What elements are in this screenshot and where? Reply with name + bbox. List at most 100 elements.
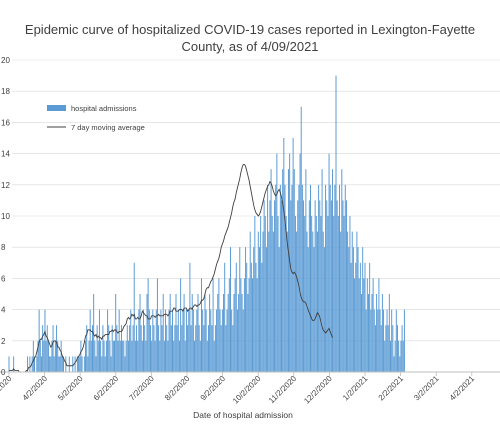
bar-day-121 xyxy=(148,309,150,372)
bar-day-329 xyxy=(390,340,392,372)
bar-day-172 xyxy=(207,325,209,372)
y-tick-label-2: 2 xyxy=(1,337,6,346)
bar-day-248 xyxy=(296,231,298,372)
bar-day-288 xyxy=(342,200,344,372)
bar-day-184 xyxy=(221,309,223,372)
bar-day-74 xyxy=(94,340,96,372)
bar-day-107 xyxy=(132,325,134,372)
bar-day-296 xyxy=(351,231,353,372)
bar-day-194 xyxy=(233,294,235,372)
bar-day-36 xyxy=(50,356,52,372)
bar-day-336 xyxy=(398,340,400,372)
bar-day-201 xyxy=(241,294,243,372)
bar-day-72 xyxy=(91,325,93,372)
bar-day-314 xyxy=(372,278,374,372)
bar-day-47 xyxy=(63,356,64,372)
bar-day-174 xyxy=(210,309,212,372)
bar-day-128 xyxy=(156,278,158,372)
bar-day-244 xyxy=(291,184,293,372)
bar-day-156 xyxy=(189,262,191,372)
y-axis-ticks: 0 2 4 6 8 10 12 14 16 18 20 xyxy=(1,56,10,377)
bar-day-312 xyxy=(370,309,372,372)
bar-day-108 xyxy=(133,262,135,372)
bar-day-27 xyxy=(39,340,41,372)
bar-day-39 xyxy=(53,356,55,372)
bar-day-266 xyxy=(316,231,318,372)
bar-day-43 xyxy=(58,356,60,372)
bar-day-208 xyxy=(249,231,251,372)
bar-day-99 xyxy=(123,340,125,372)
bar-day-205 xyxy=(246,262,248,372)
bar-day-219 xyxy=(262,231,264,372)
bar-day-207 xyxy=(248,278,250,372)
bar-day-82 xyxy=(103,340,105,372)
bar-day-154 xyxy=(187,325,189,372)
bar-day-304 xyxy=(361,294,363,372)
bar-day-142 xyxy=(173,340,175,372)
bar-day-282 xyxy=(335,75,337,372)
bar-day-125 xyxy=(153,325,155,372)
bar-day-123 xyxy=(151,340,153,372)
bar-day-277 xyxy=(329,184,331,372)
bar-day-299 xyxy=(355,262,357,372)
bar-day-92 xyxy=(115,294,117,372)
bar-day-338 xyxy=(400,340,402,372)
bar-day-210 xyxy=(252,278,254,372)
bar-day-145 xyxy=(176,325,178,372)
bar-day-223 xyxy=(267,184,269,372)
bar-day-136 xyxy=(166,325,168,372)
legend: hospital admissions 7 day moving average xyxy=(47,104,145,132)
bar-day-168 xyxy=(203,325,205,372)
bar-day-241 xyxy=(287,169,289,372)
bar-day-151 xyxy=(183,294,185,372)
bar-day-220 xyxy=(263,200,265,372)
bar-day-233 xyxy=(278,247,280,372)
bar-day-215 xyxy=(257,231,259,372)
bar-day-144 xyxy=(175,294,177,372)
bar-day-158 xyxy=(191,294,193,372)
legend-bar-label: hospital admissions xyxy=(71,104,137,113)
bar-day-213 xyxy=(255,262,257,372)
bar-day-231 xyxy=(276,153,278,372)
bar-day-152 xyxy=(184,340,186,372)
bar-day-176 xyxy=(212,278,214,372)
bar-day-203 xyxy=(243,278,245,372)
bar-day-42 xyxy=(57,340,59,372)
bar-day-163 xyxy=(197,294,199,372)
y-tick-label-12: 12 xyxy=(1,181,10,190)
bar-day-105 xyxy=(130,309,132,372)
bar-day-52 xyxy=(68,356,70,372)
bar-day-246 xyxy=(293,169,295,372)
bar-day-239 xyxy=(285,216,287,372)
bar-day-202 xyxy=(242,309,244,372)
bar-day-141 xyxy=(172,309,173,372)
bar-day-131 xyxy=(160,309,162,372)
bar-day-227 xyxy=(271,216,273,372)
bar-day-294 xyxy=(349,216,351,372)
bar-day-340 xyxy=(402,340,404,372)
bar-day-61 xyxy=(79,356,81,372)
bar-day-62 xyxy=(80,340,82,372)
bar-day-290 xyxy=(344,184,346,372)
bar-day-320 xyxy=(379,309,381,372)
bar-day-245 xyxy=(292,138,294,372)
bar-day-30 xyxy=(43,340,45,372)
bar-day-134 xyxy=(163,340,165,372)
bar-day-49 xyxy=(65,356,67,372)
bar-day-101 xyxy=(125,340,127,372)
bar-day-327 xyxy=(387,325,389,372)
bar-day-198 xyxy=(238,294,240,372)
bar-day-222 xyxy=(265,247,267,372)
bar-day-256 xyxy=(305,169,307,372)
bar-day-283 xyxy=(336,200,338,372)
bar-day-183 xyxy=(220,325,222,372)
bar-day-309 xyxy=(366,278,368,372)
bar-day-133 xyxy=(162,294,164,372)
bar-day-173 xyxy=(209,294,211,372)
bar-day-274 xyxy=(326,200,328,372)
bar-day-225 xyxy=(269,200,271,372)
bar-day-164 xyxy=(198,325,200,372)
bar-day-209 xyxy=(250,262,252,372)
bar-day-68 xyxy=(87,356,89,372)
bar-day-165 xyxy=(199,340,201,372)
